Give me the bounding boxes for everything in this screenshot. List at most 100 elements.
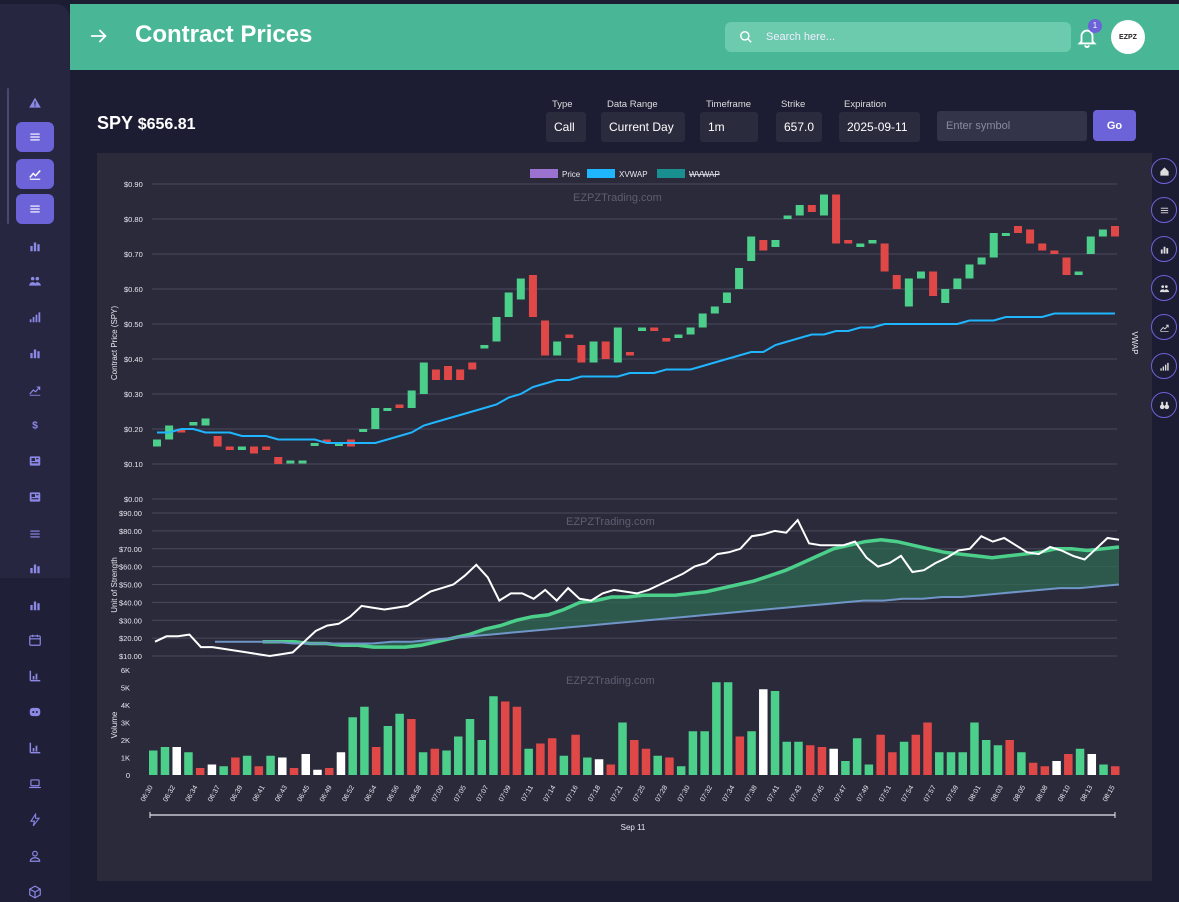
- time-tick-label: 08:15: [1102, 784, 1117, 803]
- right-tool-bar-chart[interactable]: [1151, 236, 1177, 262]
- list-icon: [30, 205, 40, 213]
- sidebar-item-21[interactable]: [16, 805, 54, 835]
- sidebar-item-12[interactable]: [16, 482, 54, 512]
- right-tool-signal[interactable]: [1151, 353, 1177, 379]
- volume-tick-label: 4K: [121, 701, 130, 710]
- data-range-label: Data Range: [607, 99, 658, 110]
- sidebar-item-19[interactable]: [16, 733, 54, 763]
- user-icon: [29, 850, 41, 862]
- candle: [1026, 229, 1035, 244]
- sidebar-item-6[interactable]: [16, 266, 54, 296]
- time-tick-label: 07:57: [923, 784, 938, 803]
- price-tick-label: $0.00: [124, 495, 143, 504]
- sidebar-item-20[interactable]: [16, 769, 54, 799]
- candle: [528, 275, 537, 317]
- candle: [322, 439, 331, 443]
- svg-text:$: $: [32, 420, 38, 432]
- sidebar-item-5[interactable]: [16, 231, 54, 261]
- volume-bar: [536, 743, 545, 775]
- sidebar-item-14[interactable]: [16, 553, 54, 583]
- candle: [904, 278, 913, 307]
- vwap-axis-title: VWAP: [1130, 331, 1139, 354]
- volume-tick-label: 5K: [121, 684, 130, 693]
- candle: [722, 292, 731, 303]
- sidebar-item-7[interactable]: [16, 302, 54, 332]
- price-tick-label: $0.10: [124, 460, 143, 469]
- ticker-symbol: SPY: [97, 113, 133, 133]
- volume-bar: [770, 691, 780, 775]
- sidebar-item-23[interactable]: [16, 877, 54, 902]
- time-tick-label: 07:00: [431, 784, 446, 803]
- right-tool-trend[interactable]: [1151, 314, 1177, 340]
- volume-bar: [876, 734, 885, 775]
- arrow-right-icon[interactable]: [88, 25, 110, 47]
- go-button[interactable]: Go: [1093, 110, 1136, 141]
- avatar[interactable]: EZPZ: [1111, 20, 1145, 54]
- volume-bar: [512, 706, 522, 775]
- price-tick-label: $0.30: [124, 390, 143, 399]
- sidebar-item-3[interactable]: [16, 159, 54, 189]
- candle: [237, 446, 246, 450]
- volume-bar: [1040, 766, 1050, 775]
- volume-bar: [324, 768, 334, 775]
- candle: [916, 271, 925, 279]
- candle: [662, 338, 671, 342]
- candle: [492, 317, 501, 342]
- right-tool-people[interactable]: [1151, 275, 1177, 301]
- right-tool-list[interactable]: [1151, 197, 1177, 223]
- search-bar[interactable]: Search here...: [725, 22, 1071, 52]
- right-tool-home[interactable]: [1151, 158, 1177, 184]
- sidebar-item-2[interactable]: [16, 122, 54, 152]
- sidebar-item-16[interactable]: [16, 625, 54, 655]
- timeframe-label: Timeframe: [706, 99, 752, 110]
- sidebar-scrollbar[interactable]: [7, 88, 9, 224]
- sidebar-item-9[interactable]: [16, 375, 54, 405]
- x-axis-title: Sep 11: [621, 823, 646, 832]
- sidebar-item-8[interactable]: [16, 338, 54, 368]
- strength-line: [154, 518, 1120, 658]
- sidebar-item-10[interactable]: $: [16, 410, 54, 440]
- volume-bar: [313, 769, 322, 775]
- sidebar-item-13[interactable]: [16, 519, 54, 549]
- candle: [201, 418, 210, 426]
- candle: [710, 306, 719, 314]
- volume-bar: [700, 731, 709, 775]
- volume-bar: [524, 748, 533, 775]
- data-range-select[interactable]: Current Day: [601, 112, 685, 142]
- time-tick-label: 08:03: [990, 784, 1005, 803]
- search-input[interactable]: Search here...: [766, 31, 836, 43]
- sidebar-item-1[interactable]: [16, 88, 54, 118]
- time-tick-label: 06:30: [140, 784, 155, 803]
- sidebar-item-11[interactable]: [16, 446, 54, 476]
- sidebar-item-22[interactable]: [16, 841, 54, 871]
- legend-swatch: [587, 169, 615, 178]
- chart-canvas[interactable]: Price XVWAP WVWAP $0.00 $0.10 $0.20 $0.30 $0.40…: [97, 153, 1152, 881]
- time-tick-label: 07:21: [610, 784, 625, 803]
- volume-bar: [1099, 764, 1108, 775]
- volume-bar: [547, 738, 557, 775]
- candle: [504, 292, 513, 317]
- time-tick-label: 07:43: [789, 784, 804, 803]
- volume-tick-label: 0: [126, 771, 130, 780]
- candle: [1050, 250, 1059, 254]
- legend-label: XVWAP: [619, 170, 648, 179]
- sidebar-item-15[interactable]: [16, 590, 54, 620]
- volume-bar: [688, 731, 698, 775]
- strike-select[interactable]: 657.0: [776, 112, 822, 142]
- timeframe-select[interactable]: 1m: [700, 112, 758, 142]
- price-axis-title: Contract Price (SPY): [110, 306, 119, 381]
- sidebar-lower: [0, 578, 70, 902]
- type-select[interactable]: Call: [546, 112, 586, 142]
- volume-bar: [923, 722, 932, 775]
- sidebar-item-18[interactable]: [16, 697, 54, 727]
- candle: [383, 408, 392, 411]
- candle: [419, 362, 428, 394]
- volume-bar: [653, 755, 662, 775]
- symbol-input[interactable]: [937, 111, 1087, 141]
- sidebar-item-17[interactable]: [16, 661, 54, 691]
- expiration-select[interactable]: 2025-09-11: [839, 112, 920, 142]
- right-tool-binoculars[interactable]: [1151, 392, 1177, 418]
- volume-bar: [606, 764, 616, 775]
- volume-bar: [782, 741, 792, 775]
- sidebar-item-4[interactable]: [16, 194, 54, 224]
